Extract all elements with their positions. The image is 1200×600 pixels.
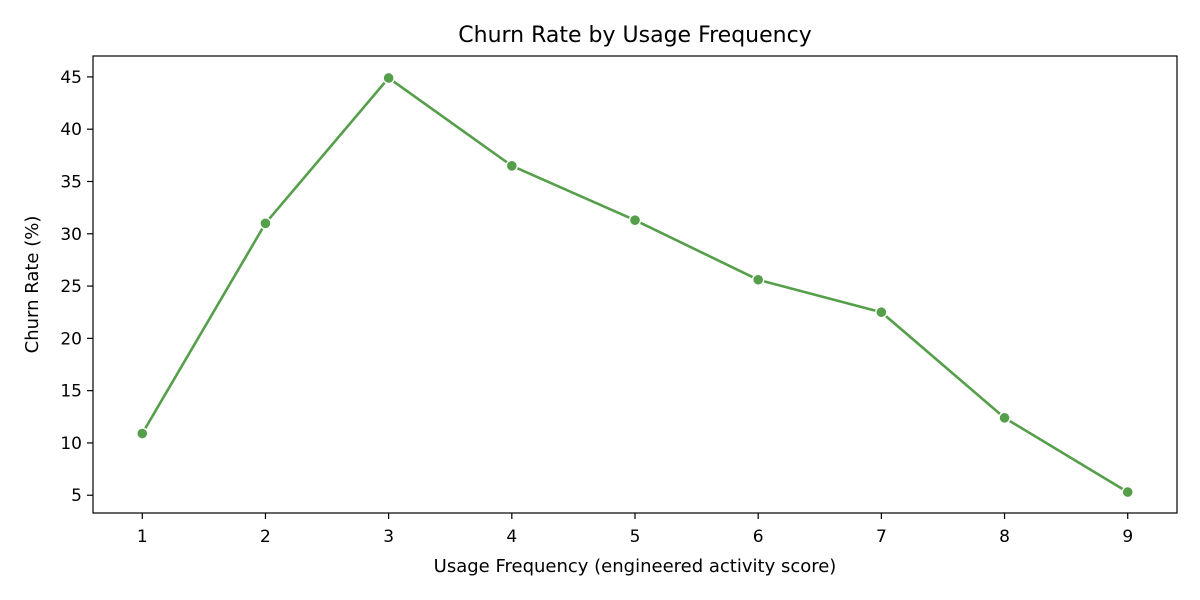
x-tick-label: 7 (876, 527, 887, 547)
data-point (1121, 485, 1134, 499)
data-point (259, 217, 272, 230)
data-point (136, 427, 149, 440)
x-tick-label: 8 (999, 527, 1010, 547)
y-tick-label: 5 (71, 486, 82, 506)
data-point (505, 159, 519, 173)
x-axis-label: Usage Frequency (engineered activity sco… (434, 556, 837, 577)
y-tick-label: 10 (60, 434, 82, 454)
series-layer (136, 71, 1134, 499)
y-tick-label: 25 (60, 277, 82, 297)
y-tick-label: 40 (60, 120, 82, 140)
x-tick-label: 9 (1122, 527, 1133, 547)
y-tick-label: 45 (60, 68, 82, 88)
x-tick-label: 4 (506, 527, 517, 547)
y-tick-label: 20 (60, 329, 82, 349)
data-point (875, 306, 888, 319)
y-axis-ticks: 5 10 15 20 25 30 35 40 45 (60, 68, 93, 506)
x-tick-label: 6 (753, 527, 764, 547)
data-point (751, 273, 765, 286)
chart-title: Churn Rate by Usage Frequency (458, 23, 811, 48)
y-axis-label: Churn Rate (%) (22, 216, 43, 354)
y-tick-label: 35 (60, 172, 82, 192)
data-point (998, 411, 1011, 425)
x-tick-label: 1 (137, 527, 148, 547)
x-tick-label: 3 (383, 527, 394, 547)
x-axis-ticks: 1 2 3 4 5 6 7 8 9 (137, 513, 1133, 547)
data-point (628, 213, 642, 227)
x-tick-label: 2 (260, 527, 271, 547)
y-tick-label: 15 (60, 382, 82, 402)
x-tick-label: 5 (630, 527, 641, 547)
y-tick-label: 30 (60, 225, 82, 245)
data-point (382, 71, 395, 85)
